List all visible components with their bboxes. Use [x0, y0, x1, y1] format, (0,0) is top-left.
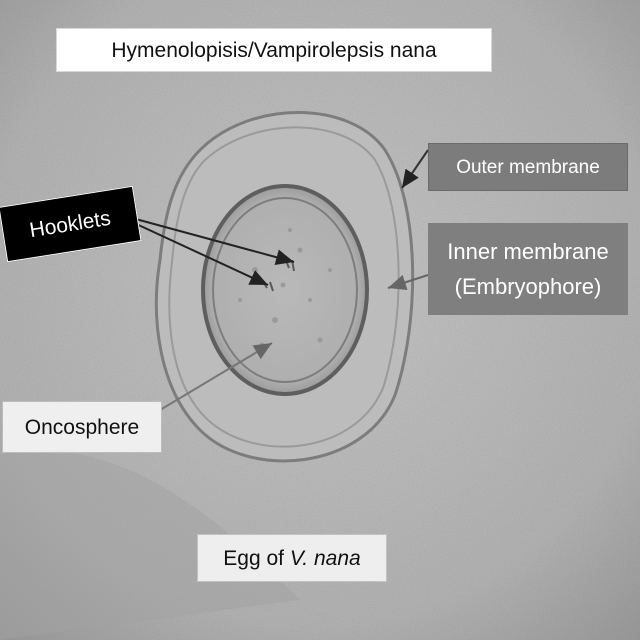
egg-caption-species: V. nana: [289, 547, 361, 570]
egg-caption-prefix: Egg of: [223, 547, 290, 570]
figure-title: Hymenolopisis/Vampirolepsis nana: [56, 28, 492, 72]
inner-membrane-line2: (Embryophore): [454, 274, 602, 299]
inner-membrane-line1: Inner membrane: [447, 239, 609, 264]
outer-membrane-label: Outer membrane: [428, 143, 628, 191]
egg-caption: Egg of V. nana: [197, 534, 387, 582]
oncosphere-label: Oncosphere: [2, 401, 162, 453]
inner-membrane-label: Inner membrane (Embryophore): [428, 223, 628, 315]
